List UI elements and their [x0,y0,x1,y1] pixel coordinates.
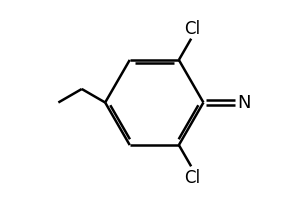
Text: Cl: Cl [184,168,200,186]
Text: N: N [238,94,251,112]
Text: Cl: Cl [184,20,200,38]
